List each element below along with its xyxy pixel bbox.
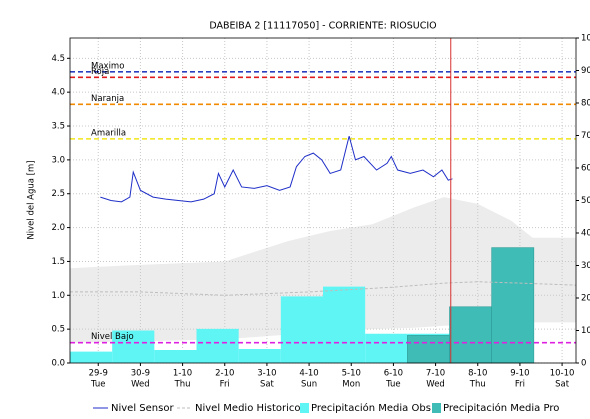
threshold-label: Naranja	[91, 94, 124, 104]
x-tick-day: Wed	[131, 380, 150, 390]
threshold-label: Roja	[91, 67, 109, 77]
precip-bar	[449, 306, 492, 364]
y2-tick-label: 80	[581, 99, 590, 109]
x-tick-label: 10-10	[550, 369, 575, 379]
precip-bar	[365, 333, 408, 363]
y-tick-label: 3.5	[51, 122, 65, 132]
y-tick-label: 0.0	[51, 359, 65, 369]
y-tick-label: 0.5	[51, 325, 65, 335]
x-tick-day: Sat	[260, 380, 275, 390]
y2-tick-label: 90	[581, 66, 590, 76]
threshold-label: Amarilla	[91, 128, 126, 138]
y-tick-label: 4.0	[51, 88, 65, 98]
legend-swatch	[432, 403, 441, 413]
x-tick-label: 30-9	[131, 369, 150, 379]
x-tick-day: Mon	[342, 380, 360, 390]
x-tick-label: 4-10	[299, 369, 318, 379]
legend-label: Precipitación Media Pro	[443, 402, 559, 414]
threshold-label: Nivel Bajo	[91, 332, 134, 342]
y-tick-label: 2.5	[51, 189, 65, 199]
y-tick-label: 2.0	[51, 223, 65, 233]
y-tick-label: 1.5	[51, 257, 65, 267]
x-tick-day: Tue	[90, 380, 106, 390]
y2-tick-label: 30	[581, 261, 590, 271]
x-tick-label: 2-10	[215, 369, 234, 379]
y2-tick-label: 40	[581, 229, 590, 239]
precip-bar	[323, 286, 366, 363]
x-tick-label: 7-10	[426, 369, 445, 379]
precip-bar	[70, 351, 113, 363]
x-tick-label: 29-9	[89, 369, 108, 379]
y2-tick-label: 60	[581, 164, 590, 174]
legend: Nivel Sensor Nivel Medio Historico Precipi…	[93, 402, 559, 414]
x-tick-label: 1-10	[173, 369, 192, 379]
x-tick-day: Fri	[220, 380, 230, 390]
level-line	[100, 136, 453, 203]
y-tick-label: 4.5	[51, 54, 65, 64]
legend-label: Nivel Sensor	[111, 403, 174, 414]
chart-title: DABEIBA 2 [11117050] - CORRIENTE: RIOSUC…	[209, 21, 436, 32]
y-tick-label: 3.0	[51, 155, 65, 165]
y2-tick-label: 20	[581, 294, 590, 304]
x-tick-label: 9-10	[510, 369, 529, 379]
legend-label: Nivel Medio Historico	[195, 403, 301, 414]
precip-bar	[407, 335, 450, 364]
y2-tick-label: 10	[581, 326, 590, 336]
x-tick-day: Sat	[555, 380, 570, 390]
x-tick-day: Sun	[301, 380, 317, 390]
x-tick-day: Thu	[174, 380, 191, 390]
x-tick-day: Wed	[426, 380, 445, 390]
y-axis-label: Nivel del Agua [m]	[27, 160, 37, 239]
y2-tick-label: 70	[581, 131, 590, 141]
x-tick-label: 3-10	[257, 369, 276, 379]
legend-label: Precipitación Media Obs	[311, 402, 431, 414]
x-tick-label: 8-10	[468, 369, 487, 379]
precip-bar	[112, 330, 155, 363]
y2-tick-label: 50	[581, 196, 590, 206]
precip-bar	[491, 247, 535, 364]
precip-bar	[238, 349, 281, 363]
x-tick-day: Thu	[469, 380, 486, 390]
level-line	[70, 281, 577, 296]
legend-swatch	[300, 403, 309, 413]
x-tick-label: 5-10	[342, 369, 361, 379]
x-tick-label: 6-10	[384, 369, 403, 379]
threshold-label: Maximo	[91, 61, 124, 71]
y2-tick-label: 0	[581, 359, 586, 369]
y2-tick-label: 100	[581, 34, 590, 44]
precip-bar	[196, 328, 239, 363]
precip-bar	[154, 350, 197, 363]
x-tick-day: Fri	[515, 380, 525, 390]
precip-bar	[280, 296, 323, 363]
y-tick-label: 1.0	[51, 291, 65, 301]
x-tick-day: Tue	[385, 380, 401, 390]
historic-band	[70, 197, 576, 343]
